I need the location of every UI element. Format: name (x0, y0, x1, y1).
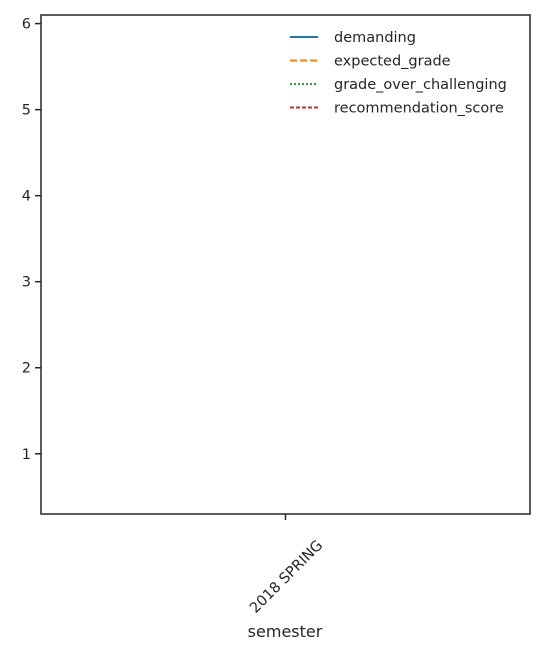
y-tick-label: 1 (22, 447, 31, 463)
y-tick-label: 4 (22, 189, 31, 205)
y-axis: 1 2 3 4 5 6 (22, 17, 41, 463)
legend-label: expected_grade (334, 54, 451, 70)
legend: demanding expected_grade grade_over_challe… (290, 30, 507, 117)
y-tick-label: 3 (22, 275, 31, 291)
legend-label: grade_over_challenging (334, 77, 507, 93)
y-tick-label: 6 (22, 17, 31, 33)
x-axis-label: semester (248, 622, 323, 641)
x-axis: 2018 SPRING (247, 514, 326, 617)
legend-label: recommendation_score (334, 101, 504, 117)
legend-label: demanding (334, 30, 416, 46)
x-tick-label: 2018 SPRING (247, 538, 326, 617)
y-tick-label: 5 (22, 103, 31, 119)
y-tick-label: 2 (22, 361, 31, 377)
